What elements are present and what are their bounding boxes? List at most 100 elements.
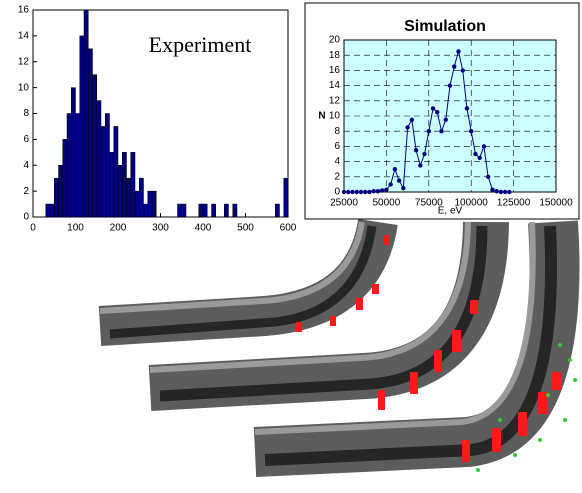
x-tick-label: 300 (152, 223, 169, 234)
bar (122, 152, 127, 218)
track (492, 428, 501, 452)
y-tick-label: 8 (334, 126, 340, 137)
bar (177, 203, 182, 218)
plot-frame (32, 9, 289, 218)
point (418, 163, 423, 168)
y-tick-label: 12 (329, 95, 341, 106)
bar (62, 139, 68, 218)
bar (181, 203, 187, 218)
point (447, 83, 453, 88)
bar (202, 203, 208, 218)
point (494, 189, 499, 194)
x-tick-label: 75000 (415, 198, 443, 209)
y-tick-label: 8 (23, 108, 29, 119)
bar (134, 190, 140, 218)
point (409, 117, 415, 123)
point (358, 189, 364, 195)
x-tick-label: 0 (30, 223, 36, 234)
point (452, 64, 457, 69)
point (485, 174, 491, 179)
point (435, 110, 440, 115)
point (439, 129, 444, 134)
point (473, 151, 478, 157)
y-tick-label: 18 (329, 50, 341, 61)
bar (151, 190, 157, 218)
dot (546, 393, 550, 397)
pipe-highlight (149, 221, 471, 373)
bar (96, 100, 102, 218)
x-tick-label: 200 (110, 223, 127, 234)
point (354, 189, 359, 195)
bar (275, 203, 280, 218)
x-tick-label: 100 (67, 223, 84, 234)
point (363, 189, 368, 195)
point (379, 188, 385, 193)
dot (568, 358, 572, 362)
point (490, 187, 495, 192)
bar (147, 190, 153, 218)
bar (100, 126, 106, 218)
point (375, 189, 381, 194)
bar (45, 203, 51, 218)
track (538, 392, 547, 414)
x-tick-label: 600 (280, 223, 297, 234)
dot (563, 418, 567, 422)
point (405, 125, 410, 130)
green-dots (476, 343, 577, 472)
y-tick-label: 14 (329, 80, 341, 91)
bar (198, 203, 204, 218)
y-tick-label: 6 (23, 134, 29, 145)
point (477, 155, 482, 160)
y-tick-label: 2 (334, 171, 340, 182)
bar (143, 203, 148, 218)
point (469, 129, 474, 134)
dot (538, 438, 542, 442)
y-axis-label: N (318, 111, 325, 122)
bar (49, 203, 55, 218)
point (443, 117, 448, 123)
plot-frame (343, 39, 557, 193)
track (410, 372, 418, 394)
point (371, 189, 376, 194)
pipe-highlight (99, 221, 365, 314)
point (367, 189, 372, 195)
dot (558, 343, 562, 347)
point (396, 178, 402, 183)
y-tick-label: 20 (329, 35, 341, 46)
x-tick-label: 100000 (455, 198, 489, 209)
track (330, 316, 336, 326)
bar (75, 113, 80, 218)
point (430, 106, 436, 111)
bar (83, 9, 89, 218)
y-tick-label: 0 (334, 187, 340, 198)
track (296, 322, 302, 332)
y-tick-label: 16 (18, 5, 30, 16)
bar (54, 177, 59, 218)
track (356, 298, 363, 310)
bar (224, 203, 229, 218)
bar (283, 177, 289, 218)
chart-title: Experiment (149, 32, 252, 57)
track (518, 412, 527, 436)
track (462, 440, 470, 462)
x-tick-label: 500 (237, 223, 254, 234)
bar (79, 35, 85, 218)
point (456, 49, 461, 54)
pipe-inner (109, 225, 377, 339)
y-tick-label: 10 (18, 82, 30, 93)
point (341, 189, 347, 195)
track (552, 372, 561, 390)
point (413, 148, 419, 153)
bar (139, 177, 144, 218)
bar (88, 48, 93, 218)
x-tick-label: 150000 (539, 198, 573, 209)
point (388, 182, 393, 187)
pipe-inner (159, 225, 488, 402)
point (392, 167, 398, 172)
y-tick-label: 4 (23, 160, 29, 171)
dot (498, 418, 502, 422)
track (372, 284, 379, 294)
point (350, 189, 355, 195)
bar (92, 74, 97, 218)
